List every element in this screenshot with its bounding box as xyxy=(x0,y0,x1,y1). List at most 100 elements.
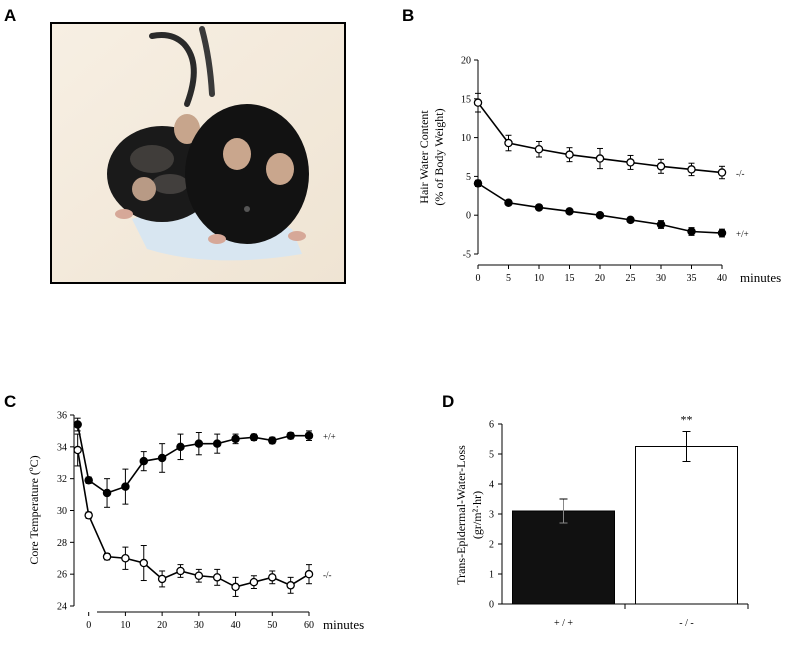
x-tick-label: 35 xyxy=(687,273,697,284)
data-point xyxy=(84,511,93,520)
x-tick-label: 40 xyxy=(717,273,727,284)
data-point xyxy=(717,228,727,238)
data-point xyxy=(626,158,635,167)
x-tick-label: 30 xyxy=(656,273,666,284)
significance-annotation: ** xyxy=(681,413,693,427)
y-tick-label: 10 xyxy=(461,133,471,144)
data-point xyxy=(157,453,167,463)
y-tick-label: 36 xyxy=(57,411,67,422)
data-point xyxy=(717,168,727,177)
data-point xyxy=(176,442,185,452)
data-point xyxy=(504,198,513,208)
data-point xyxy=(687,227,696,236)
y-tick-label: 30 xyxy=(57,506,67,517)
data-point xyxy=(102,552,112,561)
y-tick-label: 2 xyxy=(489,540,494,551)
data-point xyxy=(687,165,696,174)
y-tick-label: 6 xyxy=(489,420,494,431)
x-tick-label: 25 xyxy=(626,273,636,284)
y-tick-label: 28 xyxy=(57,538,67,549)
data-point xyxy=(212,439,222,448)
y-tick-label: 5 xyxy=(466,172,471,183)
mouse-photo xyxy=(50,22,346,284)
data-point xyxy=(286,581,295,590)
x-tick-label: 50 xyxy=(267,620,277,631)
panel-label-d: D xyxy=(442,392,455,411)
series-label: -/- xyxy=(323,570,332,580)
panel-label-c: C xyxy=(4,392,17,411)
data-point xyxy=(268,573,277,582)
data-point xyxy=(231,582,240,592)
y-tick-label: 15 xyxy=(461,94,471,105)
data-point xyxy=(121,554,130,563)
x-tick-label: 60 xyxy=(304,620,314,631)
y-tick-label: 32 xyxy=(57,474,67,485)
y-axis-label-line1: Hair Water Content xyxy=(417,110,431,204)
series-label: +/+ xyxy=(323,432,336,442)
x-tick-label: 40 xyxy=(231,620,241,631)
data-point xyxy=(249,433,259,442)
bar-0 xyxy=(512,510,615,605)
data-point xyxy=(139,456,149,466)
y-tick-label: 20 xyxy=(461,56,471,67)
data-point xyxy=(656,162,666,171)
data-point xyxy=(534,144,544,154)
data-point xyxy=(304,431,314,440)
y-tick-label: 24 xyxy=(57,602,67,613)
data-point xyxy=(139,558,149,568)
y-tick-label: 4 xyxy=(489,480,494,491)
y-axis-label-line1: Trans-Epidermal-Water-Loss xyxy=(454,445,468,585)
x-tick-label: 30 xyxy=(194,620,204,631)
x-tick-label: 20 xyxy=(157,620,167,631)
x-tick-label: 5 xyxy=(506,273,511,284)
data-point xyxy=(504,138,513,148)
data-point xyxy=(656,220,666,229)
x-tick-label: 20 xyxy=(595,273,605,284)
series-label: +/+ xyxy=(736,229,749,239)
y-tick-label: 0 xyxy=(466,211,471,222)
data-point xyxy=(102,488,112,498)
panel-label-a: A xyxy=(4,6,17,25)
data-point xyxy=(73,445,82,455)
x-axis-label: minutes xyxy=(740,270,781,285)
x-tick-label: 10 xyxy=(120,620,130,631)
data-point xyxy=(73,420,82,429)
y-tick-label: 34 xyxy=(57,442,67,453)
data-point xyxy=(231,434,240,444)
data-point xyxy=(249,577,259,587)
data-point xyxy=(595,154,605,163)
y-tick-label: -5 xyxy=(463,250,471,261)
mouse-photo-icon xyxy=(52,24,344,282)
data-point xyxy=(534,203,544,212)
data-point xyxy=(176,566,185,576)
data-point xyxy=(626,215,635,225)
data-point xyxy=(565,150,574,159)
data-point xyxy=(304,569,314,579)
y-axis-label-line2: (% of Body Weight) xyxy=(432,108,446,205)
bar-1 xyxy=(635,446,738,605)
data-point xyxy=(157,574,167,584)
data-point xyxy=(212,573,222,582)
y-tick-label: 0 xyxy=(489,600,494,611)
data-point xyxy=(286,431,295,440)
panel-label-b: B xyxy=(402,6,415,25)
x-tick-label: 10 xyxy=(534,273,544,284)
y-axis-label: Core Temperature (ºC) xyxy=(27,455,41,564)
data-point xyxy=(473,98,483,107)
data-point xyxy=(84,476,93,485)
data-point xyxy=(473,179,483,188)
x-axis-label: minutes xyxy=(323,617,364,632)
series-label: -/- xyxy=(736,169,745,179)
data-point xyxy=(194,439,204,448)
y-tick-label: 1 xyxy=(489,570,494,581)
x-tick-label: 0 xyxy=(476,273,481,284)
x-tick-label: 15 xyxy=(565,273,575,284)
x-tick-label: + / + xyxy=(554,618,573,629)
y-axis-label-line2: (gr/m²·hr) xyxy=(470,491,484,539)
x-tick-label: - / - xyxy=(679,618,693,629)
y-tick-label: 26 xyxy=(57,570,67,581)
y-tick-label: 5 xyxy=(489,450,494,461)
